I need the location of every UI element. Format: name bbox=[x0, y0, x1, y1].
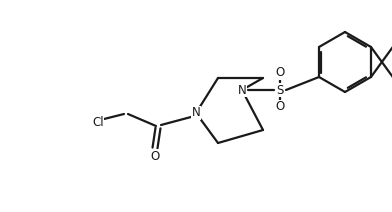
Text: S: S bbox=[276, 84, 284, 96]
Text: Cl: Cl bbox=[92, 116, 104, 128]
Text: N: N bbox=[192, 106, 200, 120]
Text: O: O bbox=[275, 67, 285, 80]
Text: N: N bbox=[238, 84, 247, 96]
Text: O: O bbox=[151, 149, 160, 163]
Text: O: O bbox=[275, 100, 285, 113]
